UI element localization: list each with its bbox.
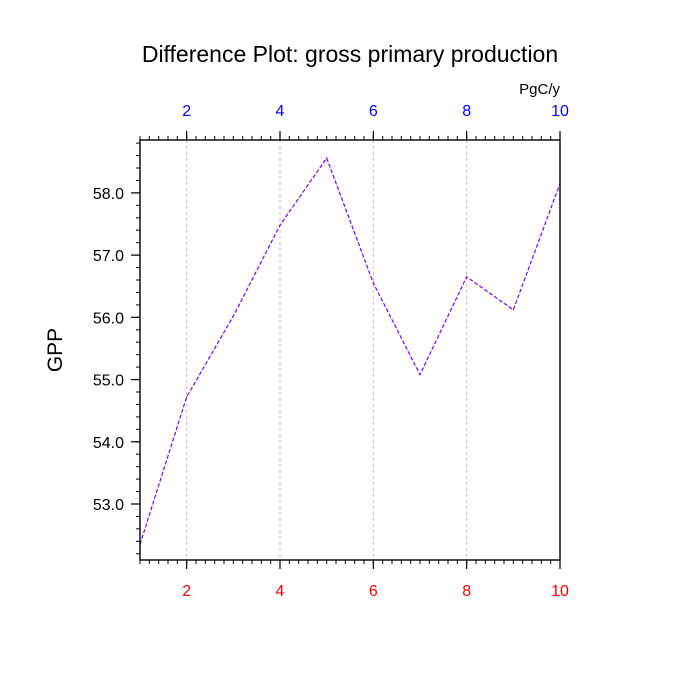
vertical-grid <box>186 140 561 560</box>
x-tick-label-top: 8 <box>462 103 471 120</box>
data-point <box>232 315 234 317</box>
x-tick-label-top: 4 <box>276 103 285 120</box>
data-point <box>466 276 468 278</box>
x-tick-label-bottom: 8 <box>462 583 471 600</box>
series-line <box>139 156 561 545</box>
x-tick-label-top: 2 <box>182 103 191 120</box>
y-axis-label: GPP <box>44 328 67 372</box>
chart-title: Difference Plot: gross primary productio… <box>142 41 558 67</box>
data-point <box>372 282 374 284</box>
data-point <box>186 396 188 398</box>
series-group <box>139 156 561 546</box>
x-tick-label-bottom: 2 <box>182 583 191 600</box>
data-point <box>512 309 514 311</box>
data-point <box>419 373 421 376</box>
tick-labels: 2 2 4 4 6 6 8 8 10 10 53.0 54.0 55.0 56.0 57.0 58.0 <box>93 103 569 600</box>
x-tick-label-bottom: 10 <box>551 583 569 600</box>
data-point <box>326 157 328 159</box>
x-tick-label-top: 6 <box>369 103 378 120</box>
y-tick-label: 58.0 <box>93 186 124 203</box>
plot-frame <box>139 139 561 561</box>
y-tick-label: 55.0 <box>93 373 124 390</box>
y-tick-label: 57.0 <box>93 248 124 265</box>
y-tick-label: 54.0 <box>93 435 124 452</box>
units-label: PgC/y <box>519 81 560 98</box>
y-tick-label: 56.0 <box>93 310 124 327</box>
x-tick-label-bottom: 6 <box>369 583 378 600</box>
x-tick-label-bottom: 4 <box>276 583 285 600</box>
axis-ticks <box>131 131 561 569</box>
y-tick-label: 53.0 <box>93 497 124 514</box>
x-tick-label-top: 10 <box>551 103 569 120</box>
data-point <box>279 224 281 226</box>
